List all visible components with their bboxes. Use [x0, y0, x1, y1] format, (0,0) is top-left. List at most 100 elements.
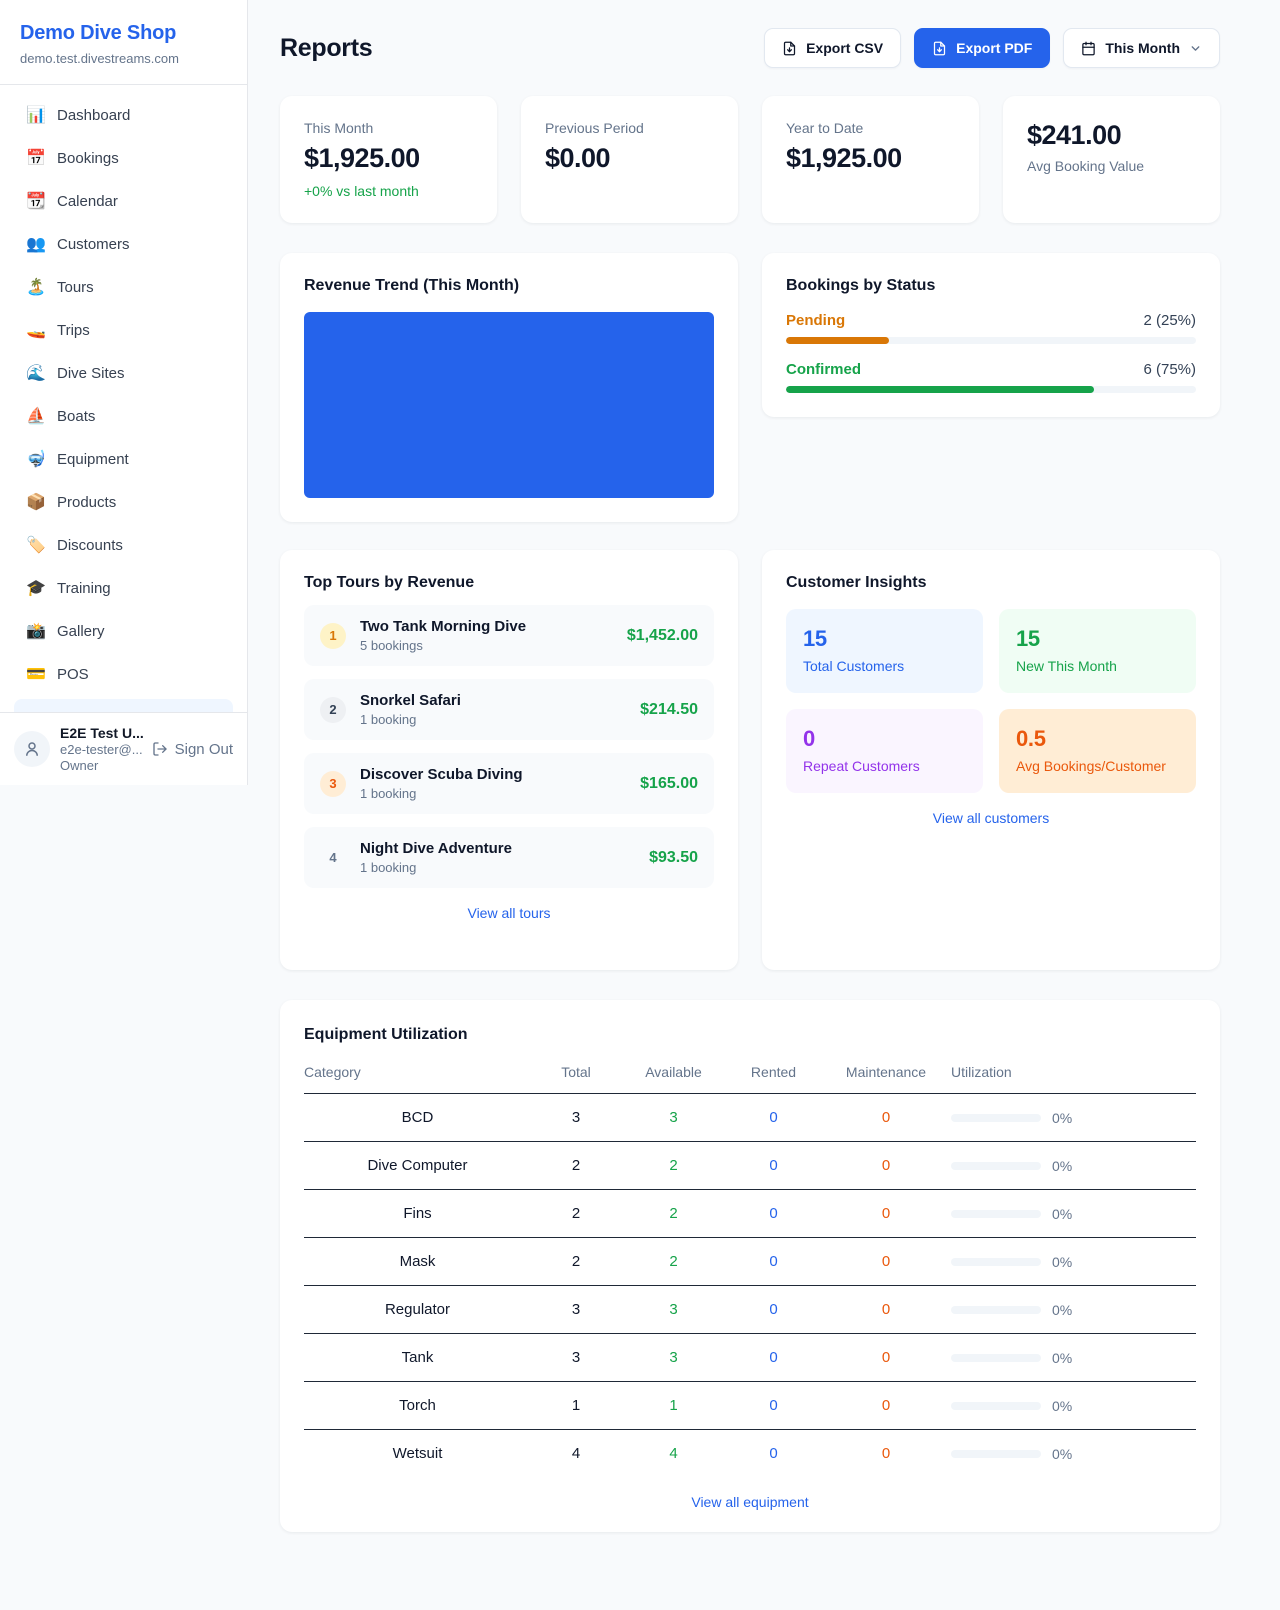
- view-all-equipment-link[interactable]: View all equipment: [691, 1494, 809, 1510]
- utilization-percent: 0%: [1052, 1397, 1073, 1414]
- cell-category: Mask: [304, 1237, 531, 1286]
- export-csv-button[interactable]: Export CSV: [764, 28, 902, 68]
- tour-list-item: 1 Two Tank Morning Dive 5 bookings $1,45…: [304, 605, 714, 666]
- insight-label: Total Customers: [803, 658, 905, 674]
- user-name: E2E Test U...: [60, 725, 144, 741]
- charts-row: Revenue Trend (This Month) Bookings by S…: [280, 253, 1220, 522]
- sidebar-item-label: Bookings: [57, 150, 119, 167]
- table-row: Fins 2 2 0 0 0%: [304, 1189, 1196, 1238]
- bookings-by-status-card: Bookings by Status Pending 2 (25%) Confi…: [762, 253, 1220, 417]
- sidebar-item-label: Dive Sites: [57, 365, 125, 382]
- utilization-percent: 0%: [1052, 1301, 1073, 1318]
- stat-card-year-to-date: Year to Date $1,925.00: [762, 96, 979, 223]
- column-header-maintenance: Maintenance: [821, 1064, 951, 1094]
- cell-rented: 0: [726, 1189, 821, 1238]
- status-value: 2 (25%): [1143, 312, 1196, 329]
- view-all-customers-link[interactable]: View all customers: [932, 810, 1050, 826]
- sidebar-item-label: Products: [57, 494, 117, 511]
- cell-total: 2: [531, 1189, 621, 1238]
- sidebar-item-boats[interactable]: ⛵ Boats: [14, 398, 233, 436]
- rank-badge: 3: [320, 770, 346, 797]
- diving-mask-icon: 🤿: [26, 451, 46, 468]
- utilization-percent: 0%: [1052, 1157, 1073, 1174]
- revenue-trend-card: Revenue Trend (This Month): [280, 253, 738, 522]
- sidebar-item-trips[interactable]: 🚤 Trips: [14, 312, 233, 350]
- tour-revenue: $165.00: [640, 774, 698, 792]
- export-pdf-button[interactable]: Export PDF: [914, 28, 1051, 68]
- utilization-track: [951, 1161, 1041, 1170]
- equipment-table: Category Total Available Rented Maintena…: [304, 1064, 1196, 1477]
- sign-out-button[interactable]: Sign Out: [152, 741, 233, 758]
- cell-rented: 0: [726, 1333, 821, 1382]
- cell-available: 3: [621, 1093, 726, 1142]
- speedboat-icon: 🚤: [26, 322, 46, 339]
- utilization-track: [951, 1209, 1041, 1218]
- progress-fill: [786, 337, 889, 344]
- customer-insights-card: Customer Insights 15 Total Customers 15 …: [762, 550, 1220, 970]
- tour-name: Night Dive Adventure: [360, 840, 512, 857]
- utilization-percent: 0%: [1052, 1349, 1073, 1366]
- insight-tile-avg-bookings: 0.5 Avg Bookings/Customer: [999, 709, 1196, 793]
- sidebar-item-label: Calendar: [57, 193, 118, 210]
- cell-total: 2: [531, 1237, 621, 1286]
- sidebar-item-pos[interactable]: 💳 POS: [14, 656, 233, 694]
- customer-insights-title: Customer Insights: [786, 574, 927, 591]
- sidebar-item-discounts[interactable]: 🏷️ Discounts: [14, 527, 233, 565]
- sidebar-item-training[interactable]: 🎓 Training: [14, 570, 233, 608]
- stat-value: $241.00: [1027, 120, 1122, 150]
- user-info: E2E Test U... e2e-tester@... Owner: [60, 725, 144, 773]
- sidebar-item-label: POS: [57, 666, 89, 683]
- table-row: Torch 1 1 0 0 0%: [304, 1381, 1196, 1430]
- cell-rented: 0: [726, 1237, 821, 1286]
- insight-value: 15: [1016, 626, 1040, 651]
- cell-maintenance: 0: [821, 1381, 951, 1430]
- cell-rented: 0: [726, 1093, 821, 1142]
- cell-category: Torch: [304, 1381, 531, 1430]
- stat-card-previous-period: Previous Period $0.00: [521, 96, 738, 223]
- revenue-trend-title: Revenue Trend (This Month): [304, 277, 520, 294]
- column-header-available: Available: [621, 1064, 726, 1094]
- cell-rented: 0: [769, 1445, 778, 1462]
- tour-bookings: 5 bookings: [360, 638, 423, 653]
- island-icon: 🏝️: [26, 279, 46, 296]
- sidebar-item-tours[interactable]: 🏝️ Tours: [14, 269, 233, 307]
- insight-tile-repeat-customers: 0 Repeat Customers: [786, 709, 983, 793]
- sidebar-item-bookings[interactable]: 📅 Bookings: [14, 140, 233, 178]
- sidebar-item-label: Trips: [57, 322, 90, 339]
- bookings-by-status-title: Bookings by Status: [786, 277, 936, 294]
- sidebar-user-section: E2E Test U... e2e-tester@... Owner Sign …: [0, 712, 247, 785]
- cell-available: 1: [621, 1381, 726, 1430]
- chevron-down-icon: [1191, 45, 1200, 51]
- export-csv-label: Export CSV: [806, 40, 884, 56]
- insight-tile-total-customers: 15 Total Customers: [786, 609, 983, 693]
- cell-category: Fins: [304, 1189, 531, 1238]
- sidebar-item-gallery[interactable]: 📸 Gallery: [14, 613, 233, 651]
- period-dropdown[interactable]: This Month: [1063, 28, 1220, 68]
- tour-name: Discover Scuba Diving: [360, 766, 523, 783]
- sidebar-item-customers[interactable]: 👥 Customers: [14, 226, 233, 264]
- sidebar-item-dive-sites[interactable]: 🌊 Dive Sites: [14, 355, 233, 393]
- insight-grid: 15 Total Customers 15 New This Month 0 R…: [786, 609, 1196, 793]
- progress-track: [786, 337, 1196, 344]
- sidebar-item-products[interactable]: 📦 Products: [14, 484, 233, 522]
- tour-revenue: $214.50: [640, 700, 698, 718]
- tour-name: Snorkel Safari: [360, 692, 461, 709]
- status-label: Confirmed: [786, 361, 861, 378]
- stat-label: This Month: [304, 120, 374, 136]
- progress-track: [786, 386, 1196, 393]
- progress-fill: [786, 386, 1094, 393]
- rank-badge: 4: [329, 850, 337, 865]
- cell-available: 4: [669, 1445, 678, 1462]
- sidebar-item-equipment[interactable]: 🤿 Equipment: [14, 441, 233, 479]
- cell-total: 3: [531, 1333, 621, 1382]
- view-all-tours-link[interactable]: View all tours: [467, 905, 551, 921]
- sidebar-item-calendar[interactable]: 📆 Calendar: [14, 183, 233, 221]
- sidebar-item-dashboard[interactable]: 📊 Dashboard: [14, 97, 233, 135]
- stats-row: This Month $1,925.00 +0% vs last month P…: [280, 96, 1220, 223]
- insight-value: 0.5: [1016, 726, 1046, 751]
- wave-icon: 🌊: [26, 365, 46, 382]
- shop-domain: demo.test.divestreams.com: [20, 51, 179, 66]
- sidebar-item-reports-clipped[interactable]: [14, 699, 233, 712]
- dashboard-icon: 📊: [26, 107, 46, 124]
- cell-maintenance: 0: [821, 1333, 951, 1382]
